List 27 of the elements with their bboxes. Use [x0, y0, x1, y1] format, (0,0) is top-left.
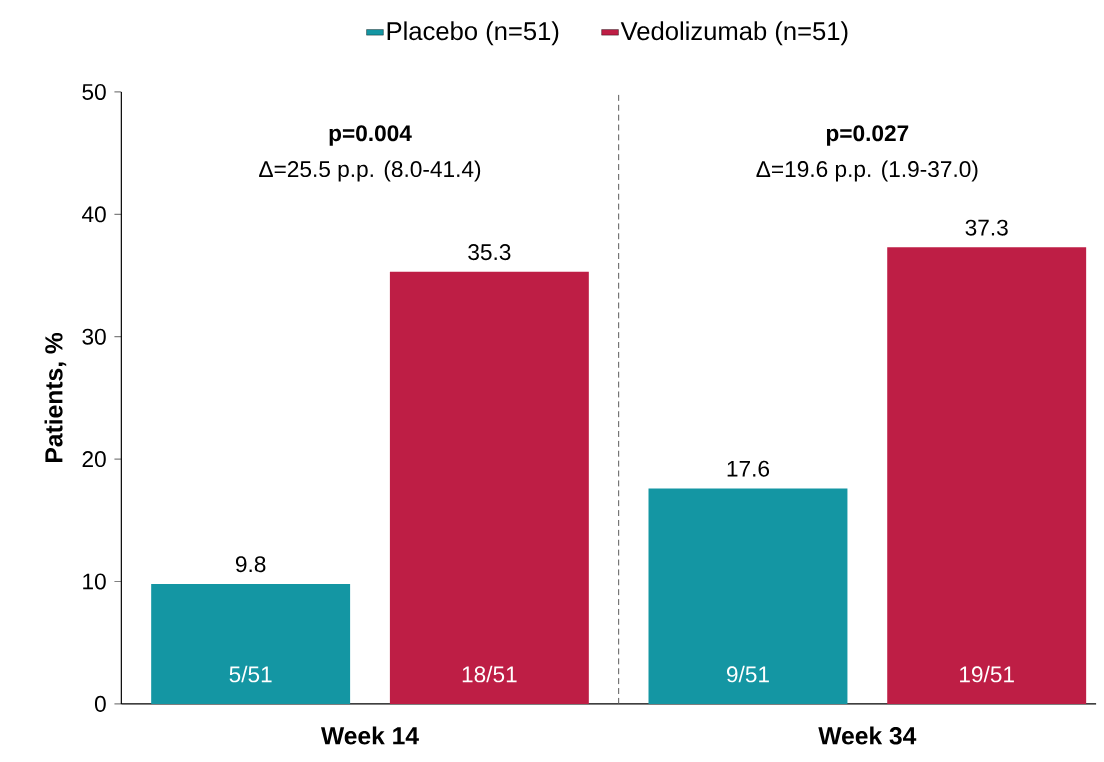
annotation: p=0.004 [329, 125, 412, 146]
x-tick-label: Week 34 [818, 726, 917, 745]
annotation: 18/51 [462, 665, 517, 683]
annotation: p=0.027 [826, 125, 909, 146]
legend-label: Placebo (n=51) [387, 21, 559, 46]
y-tick-label: 40 [82, 206, 106, 223]
legend-label: Vedolizumab (n=51) [620, 21, 848, 46]
annotation: 5/51 [229, 665, 272, 683]
annotation: Δ=19.6 p.p. (1.9-37.0) [756, 160, 978, 182]
data-label: 35.3 [468, 244, 511, 261]
bar [648, 488, 848, 704]
bar [151, 583, 351, 704]
y-tick-label: 0 [94, 695, 106, 712]
bar [887, 247, 1087, 704]
annotation: 19/51 [960, 665, 1014, 683]
data-label: 37.3 [965, 219, 1008, 236]
y-axis-title: Patients, % [44, 332, 67, 462]
y-tick-label: 30 [82, 328, 106, 345]
y-tick-label: 10 [83, 573, 106, 590]
annotation: Δ=25.5 p.p. (8.0-41.4) [259, 160, 481, 182]
bar [389, 271, 589, 704]
annotation: 9/51 [726, 665, 769, 683]
y-tick-label: 20 [82, 450, 106, 468]
x-tick-label: Week 14 [320, 726, 419, 745]
data-label: 9.8 [235, 556, 266, 573]
data-label: 17.6 [727, 460, 770, 477]
y-tick-label: 50 [82, 83, 106, 100]
